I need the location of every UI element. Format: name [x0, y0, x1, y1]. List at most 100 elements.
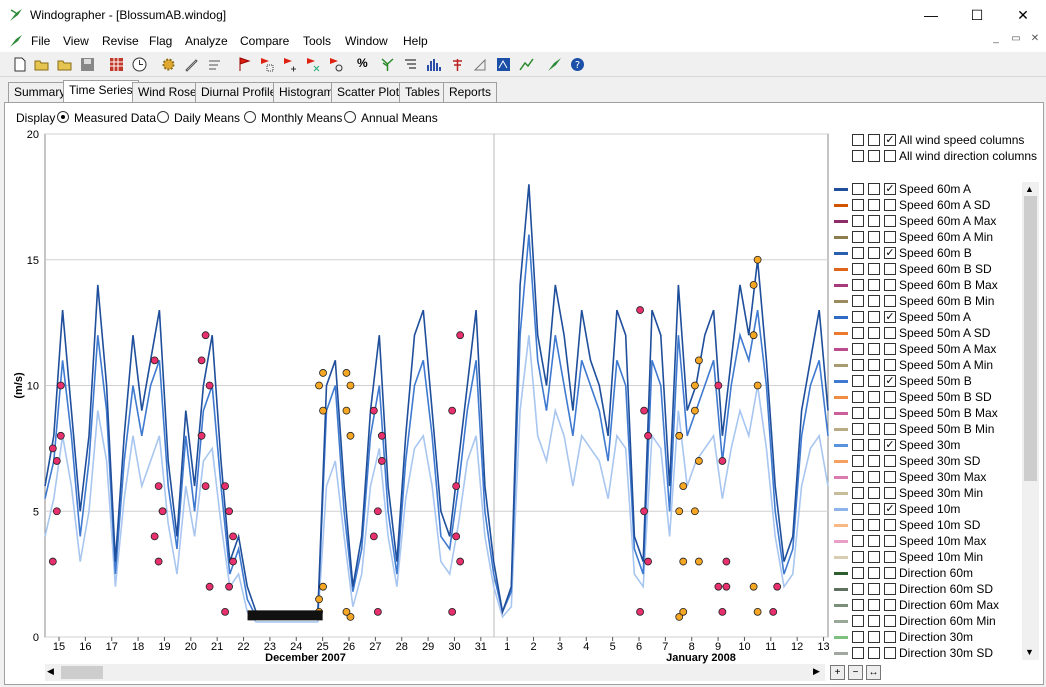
tab-tables[interactable]: Tables — [399, 82, 446, 102]
legend-checkbox-a[interactable] — [852, 311, 864, 323]
save-icon[interactable] — [79, 56, 96, 73]
flagged-point[interactable] — [377, 457, 386, 465]
scroll-up-icon[interactable]: ▲ — [1025, 184, 1034, 194]
legend-checkbox-show[interactable] — [884, 247, 896, 259]
flagged-point[interactable] — [722, 557, 731, 566]
legend-item-label[interactable]: Speed 60m B SD — [899, 262, 992, 276]
legend-checkbox-b[interactable] — [868, 215, 880, 227]
legend-item-label[interactable]: Speed 50m B SD — [899, 390, 992, 404]
legend-item-label[interactable]: Speed 50m B Max — [899, 406, 998, 420]
legend-checkbox-b[interactable] — [868, 487, 880, 499]
legend-item-label[interactable]: Speed 50m A SD — [899, 326, 991, 340]
legend-checkbox-b[interactable] — [868, 631, 880, 643]
legend-checkbox-b[interactable] — [868, 535, 880, 547]
legend-item-label[interactable]: Speed 60m A Min — [899, 230, 994, 244]
tab-summary[interactable]: Summary — [8, 82, 72, 102]
legend-checkbox-a[interactable] — [852, 279, 864, 291]
flagged-point[interactable] — [315, 595, 323, 604]
close-button[interactable]: ✕ — [1017, 7, 1029, 23]
flagged-point[interactable] — [694, 356, 703, 365]
flagged-point[interactable] — [718, 457, 727, 465]
legend-item-label[interactable]: Speed 10m Max — [899, 534, 987, 548]
flagged-point[interactable] — [56, 381, 65, 390]
flag-add-icon[interactable] — [281, 56, 298, 73]
legend-item-label[interactable]: Direction 30m SD — [899, 646, 994, 660]
radio-monthly-means[interactable] — [244, 111, 256, 123]
legend-checkbox-b[interactable] — [868, 551, 880, 563]
zoom-fit-icon[interactable]: ↔ — [866, 665, 881, 680]
legend-checkbox-a[interactable] — [852, 359, 864, 371]
time-scroll-thumb[interactable] — [61, 666, 103, 679]
legend-checkbox-a[interactable] — [852, 391, 864, 403]
legend-item-label[interactable]: Speed 50m A Max — [899, 342, 997, 356]
legend-header-checkbox-a[interactable] — [852, 134, 864, 146]
legend-header-checkbox-main[interactable] — [884, 134, 896, 146]
flagged-point[interactable] — [753, 255, 762, 264]
flagged-point[interactable] — [448, 607, 457, 616]
legend-checkbox-b[interactable] — [868, 455, 880, 467]
legend-checkbox-a[interactable] — [852, 519, 864, 531]
tab-time-series[interactable]: Time Series — [63, 80, 139, 102]
legend-checkbox-b[interactable] — [868, 279, 880, 291]
legend-checkbox-a[interactable] — [852, 567, 864, 579]
legend-checkbox-a[interactable] — [852, 375, 864, 387]
flagged-point[interactable] — [197, 431, 206, 440]
mdi-restore-button[interactable]: ▭ — [1011, 33, 1021, 44]
grid-icon[interactable] — [108, 56, 125, 73]
flagged-point[interactable] — [749, 331, 758, 340]
menu-flag[interactable]: Flag — [149, 34, 173, 48]
legend-checkbox-b[interactable] — [868, 423, 880, 435]
tower-icon[interactable] — [449, 56, 466, 73]
legend-checkbox-a[interactable] — [852, 423, 864, 435]
zoom-out-icon[interactable]: − — [848, 665, 863, 680]
legend-item-label[interactable]: Direction 60m — [899, 566, 974, 580]
percent-icon[interactable]: % — [357, 56, 368, 70]
flagged-point[interactable] — [225, 582, 233, 591]
legend-checkbox-a[interactable] — [852, 183, 864, 195]
flagged-point[interactable] — [690, 507, 699, 516]
menu-help[interactable]: Help — [403, 34, 428, 48]
legend-checkbox-a[interactable] — [852, 407, 864, 419]
legend-checkbox-show[interactable] — [884, 439, 896, 451]
legend-item-label[interactable]: Speed 60m A SD — [899, 198, 991, 212]
legend-header-label[interactable]: All wind speed columns — [899, 133, 1025, 147]
flagged-point[interactable] — [749, 280, 758, 289]
flagged-point[interactable] — [640, 507, 648, 516]
legend-item-label[interactable]: Speed 50m B Min — [899, 422, 995, 436]
flagged-point[interactable] — [644, 557, 652, 566]
histogram-icon[interactable] — [425, 56, 442, 73]
legend-checkbox-b[interactable] — [868, 439, 880, 451]
flagged-point[interactable] — [229, 532, 237, 541]
legend-checkbox-show[interactable] — [884, 471, 896, 483]
tab-scatter-plot[interactable]: Scatter Plot — [331, 82, 406, 102]
flagged-point[interactable] — [769, 607, 778, 616]
menu-tools[interactable]: Tools — [303, 34, 332, 48]
flagged-point[interactable] — [369, 406, 378, 415]
radio-measured-data[interactable] — [57, 111, 69, 123]
legend-checkbox-show[interactable] — [884, 503, 896, 515]
flagged-point[interactable] — [714, 381, 723, 390]
legend-item-label[interactable]: Direction 60m Min — [899, 614, 996, 628]
legend-item-label[interactable]: Speed 60m B Max — [899, 278, 998, 292]
flagged-point[interactable] — [636, 306, 644, 314]
legend-checkbox-b[interactable] — [868, 359, 880, 371]
flagged-point[interactable] — [373, 507, 382, 516]
label-measured-data[interactable]: Measured Data — [74, 111, 157, 125]
legend-header-checkbox-b[interactable] — [868, 134, 880, 146]
legend-checkbox-a[interactable] — [852, 199, 864, 211]
flagged-point[interactable] — [52, 507, 61, 516]
legend-checkbox-show[interactable] — [884, 231, 896, 243]
radio-daily-means[interactable] — [157, 111, 169, 123]
flagged-point[interactable] — [319, 582, 327, 591]
mdi-close-button[interactable]: ✕ — [1030, 33, 1040, 44]
legend-checkbox-show[interactable] — [884, 647, 896, 659]
flagged-point[interactable] — [342, 406, 351, 415]
flagged-point[interactable] — [722, 582, 731, 591]
legend-checkbox-b[interactable] — [868, 647, 880, 659]
flagged-point[interactable] — [448, 406, 457, 415]
flagged-point[interactable] — [319, 406, 327, 415]
flagged-point[interactable] — [201, 482, 210, 491]
legend-checkbox-show[interactable] — [884, 183, 896, 195]
legend-checkbox-b[interactable] — [868, 327, 880, 339]
flagged-point[interactable] — [221, 482, 229, 491]
